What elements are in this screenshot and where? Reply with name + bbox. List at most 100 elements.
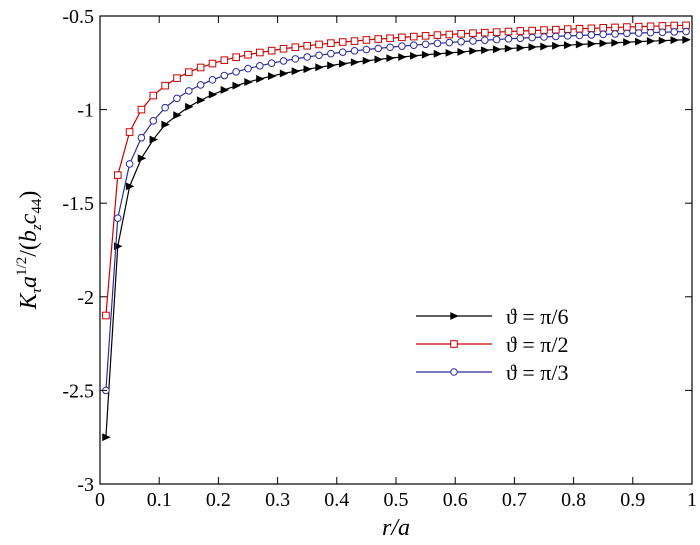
data-point <box>315 63 324 72</box>
data-point <box>575 40 585 49</box>
data-point <box>102 433 111 442</box>
data-point <box>599 39 608 48</box>
data-point <box>291 67 301 76</box>
data-point <box>528 33 536 42</box>
data-point <box>421 40 430 49</box>
data-point <box>658 28 667 37</box>
y-label-c-sub: 44 <box>29 198 45 214</box>
y-tick-label: -2 <box>77 287 94 309</box>
series-1 <box>102 35 691 442</box>
data-point <box>362 36 371 44</box>
data-point <box>528 43 537 52</box>
data-point <box>682 21 690 30</box>
data-point <box>185 87 193 95</box>
data-point <box>173 74 181 82</box>
legend-background <box>410 297 680 381</box>
data-point <box>410 51 419 60</box>
data-point <box>137 105 146 114</box>
data-point <box>457 29 465 38</box>
data-point <box>386 54 395 63</box>
data-point <box>398 53 407 61</box>
data-point <box>279 69 289 78</box>
y-label-open: /( <box>16 242 42 257</box>
data-point <box>327 49 335 58</box>
data-point <box>587 39 597 48</box>
y-tick-label: -2.5 <box>62 380 94 402</box>
data-point <box>327 61 336 70</box>
data-point <box>445 30 454 39</box>
data-point <box>516 43 526 52</box>
data-point <box>220 86 230 94</box>
data-point <box>386 34 394 43</box>
x-tick-label: 0.8 <box>561 489 586 511</box>
data-point <box>457 48 466 56</box>
data-point <box>161 120 170 129</box>
data-point <box>398 33 406 42</box>
data-point <box>208 59 217 68</box>
x-tick-label: 0.5 <box>384 489 409 511</box>
y-tick-label: -0.5 <box>62 6 94 28</box>
data-point <box>220 71 229 80</box>
data-point <box>504 35 513 43</box>
data-point <box>469 29 477 38</box>
data-point <box>682 27 690 36</box>
data-point <box>208 90 218 99</box>
data-point <box>386 43 394 52</box>
data-point <box>208 76 217 84</box>
data-point <box>327 39 335 47</box>
data-point <box>670 21 679 30</box>
data-point <box>244 78 253 87</box>
data-point <box>256 48 264 57</box>
data-point <box>623 29 631 38</box>
series-3 <box>102 27 690 395</box>
data-point <box>587 24 596 33</box>
data-point <box>291 55 300 63</box>
data-point <box>303 65 312 74</box>
data-point <box>540 26 548 34</box>
y-label-b: b <box>16 230 42 242</box>
data-point <box>635 37 644 46</box>
data-point <box>504 44 514 53</box>
x-tick-label: 0.4 <box>324 489 349 511</box>
data-point <box>611 30 619 38</box>
axis-ticks: 0 0.1 0.2 0.3 0.4 0.5 0.6 0.7 0.8 0.9 1 -3 -2.5 -2 -1.… <box>62 6 697 511</box>
data-point <box>682 35 691 44</box>
data-point <box>267 46 276 55</box>
data-point <box>409 41 418 50</box>
x-tick-label: 0.6 <box>443 489 468 511</box>
y-label-k: K <box>16 291 42 310</box>
data-point <box>232 81 241 90</box>
y-label-tau: τ <box>29 287 45 293</box>
data-point <box>658 22 667 30</box>
data-point <box>658 36 668 45</box>
y-tick-label: -1.5 <box>62 193 94 215</box>
data-point <box>634 29 643 37</box>
x-tick-label: 0.2 <box>206 489 231 511</box>
data-point <box>611 23 619 32</box>
data-point <box>125 160 134 168</box>
data-point <box>267 72 277 81</box>
data-point <box>244 64 252 73</box>
data-point <box>646 22 655 31</box>
data-point <box>149 117 158 125</box>
data-point <box>173 94 181 103</box>
data-point <box>338 48 347 56</box>
x-axis-label: r/a <box>382 515 410 541</box>
data-point <box>232 53 240 61</box>
data-point <box>374 55 383 64</box>
x-tick-label: 0.3 <box>265 489 290 511</box>
legend: ϑ = π/6 ϑ = π/2 ϑ = π/3 <box>410 297 680 385</box>
data-point <box>315 51 323 60</box>
data-point <box>599 30 608 39</box>
y-label-c: c <box>16 213 42 224</box>
data-point <box>670 36 679 45</box>
data-point <box>102 311 110 320</box>
data-point <box>409 32 418 41</box>
data-point <box>469 47 478 55</box>
data-point <box>445 38 454 47</box>
data-point <box>540 42 549 51</box>
data-point <box>552 41 561 50</box>
data-point <box>173 111 182 120</box>
data-point <box>125 128 134 136</box>
